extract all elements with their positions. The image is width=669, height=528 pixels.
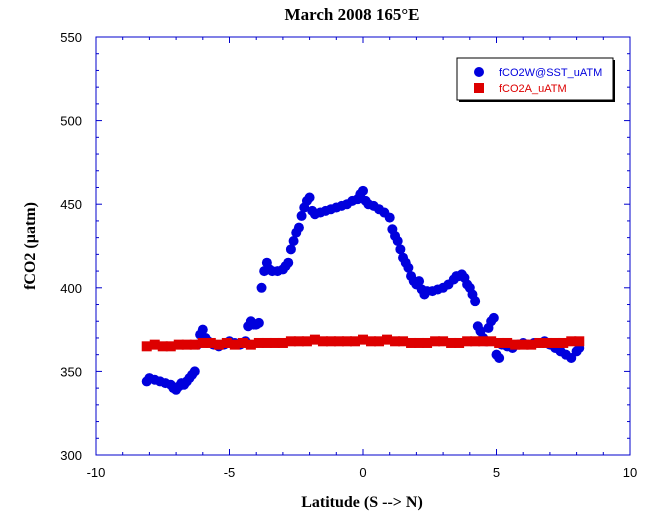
data-point-series-1 (470, 296, 481, 307)
x-tick-label: -10 (87, 465, 106, 480)
y-tick-label: 350 (60, 364, 82, 379)
x-tick-label: -5 (224, 465, 236, 480)
x-axis-label: Latitude (S --> N) (301, 494, 423, 511)
data-point-series-2 (197, 337, 208, 348)
data-point-series-2 (502, 337, 513, 348)
data-point-series-2 (309, 334, 320, 345)
data-point-series-2 (478, 336, 489, 347)
data-point-series-2 (518, 339, 529, 350)
data-point-series-1 (197, 324, 208, 335)
legend-label-series-2: fCO2A_uATM (499, 83, 567, 95)
data-point-series-1 (395, 244, 406, 255)
data-point-series-2 (301, 336, 312, 347)
data-point-series-1 (403, 262, 414, 273)
data-point-series-2 (470, 336, 481, 347)
data-point-series-2 (157, 341, 168, 352)
data-point-series-1 (392, 235, 403, 246)
data-point-series-2 (566, 336, 577, 347)
data-point-series-2 (558, 337, 569, 348)
data-point-series-2 (446, 337, 457, 348)
data-point-series-2 (454, 337, 465, 348)
data-point-series-2 (510, 339, 521, 350)
data-point-series-1 (384, 212, 395, 223)
data-point-series-2 (277, 337, 288, 348)
data-point-series-2 (325, 336, 336, 347)
data-point-series-2 (173, 339, 184, 350)
data-point-series-2 (141, 341, 152, 352)
data-point-series-1 (283, 257, 294, 268)
data-point-series-2 (374, 336, 385, 347)
data-point-series-2 (317, 336, 328, 347)
data-point-series-2 (269, 337, 280, 348)
data-point-series-2 (229, 339, 240, 350)
data-point-series-1 (304, 192, 315, 203)
data-point-series-1 (296, 210, 307, 221)
legend-label-series-1: fCO2W@SST_uATM (499, 67, 602, 79)
plot-area: -10 -5 0 5 10 300 350 400 450 500 550 (60, 30, 637, 480)
data-point-series-2 (245, 339, 256, 350)
data-point-series-1 (414, 276, 425, 287)
y-tick-label: 400 (60, 281, 82, 296)
y-tick-label: 450 (60, 197, 82, 212)
data-point-series-2 (390, 336, 401, 347)
data-point-series-2 (181, 339, 192, 350)
data-point-series-1 (288, 235, 299, 246)
data-point-series-2 (285, 336, 296, 347)
legend-box-shadow-right (613, 60, 615, 102)
data-point-series-1 (488, 312, 499, 323)
data-point-series-2 (526, 339, 537, 350)
data-point-series-2 (438, 336, 449, 347)
data-point-series-2 (189, 339, 200, 350)
data-point-series-2 (261, 337, 272, 348)
y-tick-label: 500 (60, 114, 82, 129)
data-point-series-2 (205, 337, 216, 348)
data-point-series-2 (494, 337, 505, 348)
x-tick-label: 0 (359, 465, 366, 480)
data-point-series-2 (550, 337, 561, 348)
data-point-series-2 (165, 341, 176, 352)
data-point-series-1 (285, 244, 296, 255)
data-point-series-2 (237, 337, 248, 348)
data-point-series-2 (486, 336, 497, 347)
data-point-series-2 (462, 336, 473, 347)
data-point-series-2 (358, 334, 368, 345)
data-point-series-1 (256, 282, 267, 293)
data-point-series-1 (189, 366, 200, 377)
data-point-series-2 (333, 336, 344, 347)
data-point-series-1 (358, 185, 368, 196)
data-point-series-1 (293, 222, 304, 233)
legend-marker-series-1 (474, 67, 484, 77)
data-point-series-2 (253, 337, 264, 348)
data-point-series-2 (398, 336, 409, 347)
data-point-series-2 (349, 336, 360, 347)
legend-marker-series-2 (474, 83, 484, 93)
data-point-series-1 (253, 317, 264, 328)
data-point-series-1 (494, 353, 505, 364)
chart-title: March 2008 165°E (285, 5, 420, 24)
y-axis-label: fCO2 (µatm) (22, 202, 39, 290)
data-point-series-2 (213, 339, 224, 350)
data-point-series-2 (382, 334, 393, 345)
legend-box-shadow-bottom (459, 100, 615, 102)
data-point-series-2 (430, 336, 441, 347)
data-point-series-2 (534, 337, 545, 348)
data-point-series-2 (341, 336, 352, 347)
x-tick-label: 5 (493, 465, 500, 480)
data-point-series-2 (366, 336, 377, 347)
y-tick-label: 300 (60, 448, 82, 463)
data-point-series-2 (406, 337, 417, 348)
data-point-series-2 (293, 336, 304, 347)
legend: fCO2W@SST_uATM fCO2A_uATM (456, 57, 615, 102)
data-point-series-2 (422, 337, 433, 348)
data-point-series-2 (414, 337, 425, 348)
data-point-series-2 (542, 337, 553, 348)
data-point-series-1 (566, 353, 577, 364)
data-point-series-2 (149, 339, 160, 350)
data-point-series-2 (574, 336, 585, 347)
x-tick-label: 10 (623, 465, 637, 480)
y-tick-label: 550 (60, 30, 82, 45)
data-point-series-2 (221, 337, 232, 348)
